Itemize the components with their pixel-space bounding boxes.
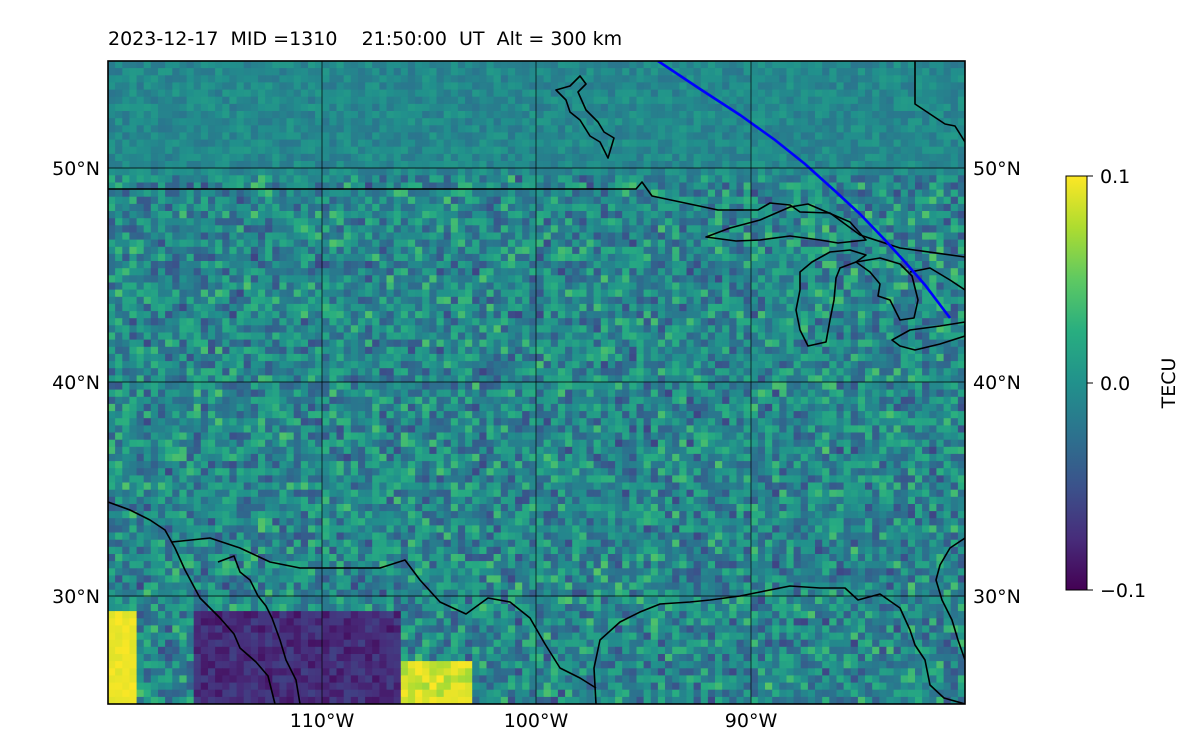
lat-label-40-right: 40°N <box>973 372 1021 394</box>
us-mexico-border <box>171 537 597 689</box>
colorbar: 0.1 0.0 −0.1 TECU <box>1065 166 1180 602</box>
pacific-coast <box>108 501 276 704</box>
lat-label-50-left: 50°N <box>52 158 100 180</box>
hudson-bay-coast <box>914 61 965 143</box>
lat-label-50-right: 50°N <box>973 158 1021 180</box>
lake-michigan <box>795 249 867 347</box>
lon-label-90w: 90°W <box>725 710 778 732</box>
baja-california <box>217 555 301 704</box>
lat-label-40-left: 40°N <box>52 372 100 394</box>
satellite-track-line <box>657 61 952 319</box>
map-frame <box>107 60 966 705</box>
map-gridlines <box>108 61 965 704</box>
lake-erie <box>891 321 965 351</box>
map-title: 2023-12-17 MID =1310 21:50:00 UT Alt = 3… <box>108 28 623 50</box>
gulf-coast <box>593 585 965 704</box>
lat-label-30-left: 30°N <box>52 586 100 608</box>
lake-superior <box>705 203 867 244</box>
lon-label-100w: 100°W <box>504 710 569 732</box>
coastlines <box>108 61 965 704</box>
colorbar-label-min: −0.1 <box>1100 580 1146 602</box>
lake-winnipeg <box>555 75 615 159</box>
lake-huron <box>855 257 919 321</box>
colorbar-gradient <box>1065 175 1088 591</box>
us-canada-border <box>108 181 965 258</box>
lon-label-110w: 110°W <box>290 710 355 732</box>
colorbar-label-zero: 0.0 <box>1100 373 1130 395</box>
colorbar-label-max: 0.1 <box>1100 166 1130 188</box>
georgian-bay <box>909 267 965 291</box>
lat-label-30-right: 30°N <box>973 586 1021 608</box>
colorbar-title: TECU <box>1158 358 1180 410</box>
florida-atlantic-coast <box>935 537 965 661</box>
tec-heatmap <box>108 61 965 704</box>
